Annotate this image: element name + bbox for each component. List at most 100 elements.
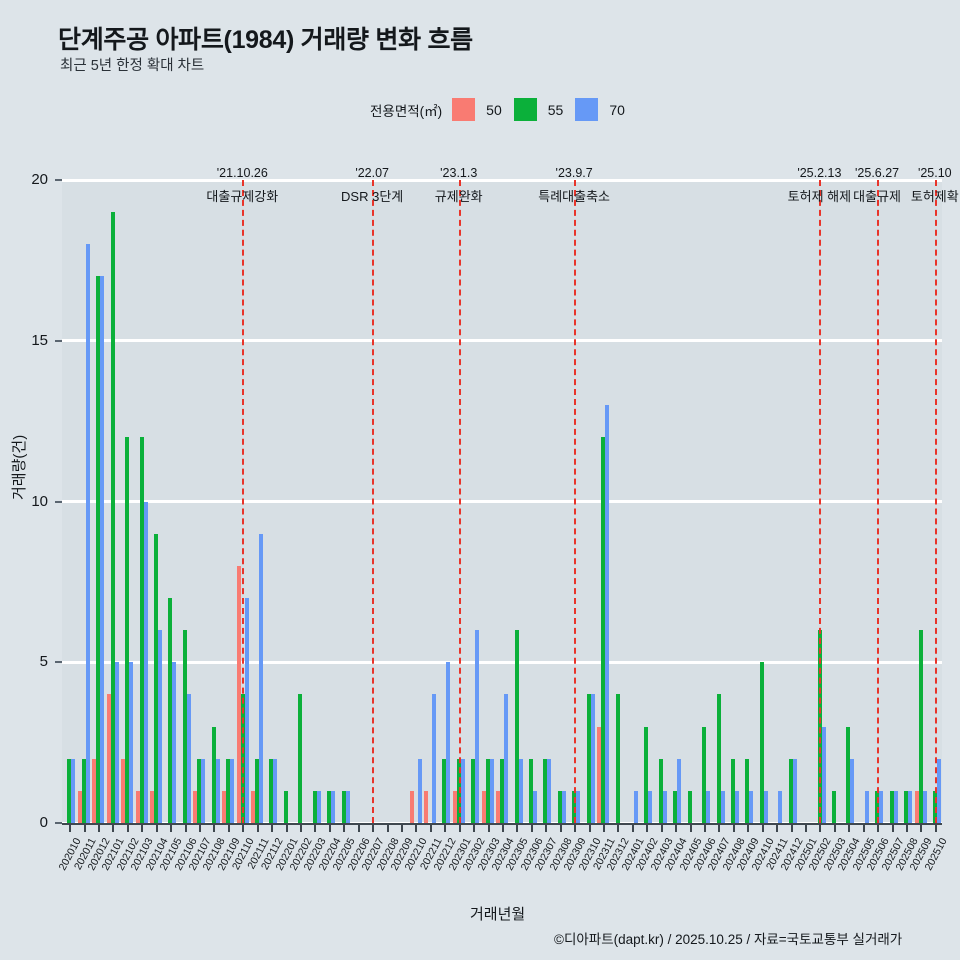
bar bbox=[110, 212, 115, 823]
legend-swatch-50 bbox=[452, 98, 476, 121]
x-tick-mark bbox=[545, 823, 548, 832]
legend-label-70: 70 bbox=[609, 101, 625, 118]
bar bbox=[893, 790, 898, 823]
event-name-label: 토허제 해제 bbox=[787, 189, 852, 204]
bar bbox=[81, 758, 86, 823]
bar bbox=[922, 790, 927, 823]
x-tick-mark bbox=[458, 823, 461, 832]
bar bbox=[489, 758, 494, 823]
x-tick-mark bbox=[905, 823, 908, 832]
x-tick-mark bbox=[776, 823, 779, 832]
bar bbox=[908, 790, 913, 823]
event-date-label: '23.1.3 bbox=[440, 166, 478, 180]
x-tick-mark bbox=[473, 823, 476, 832]
bar bbox=[673, 790, 678, 823]
x-tick-mark bbox=[357, 823, 360, 832]
y-tick-mark bbox=[55, 822, 62, 824]
x-tick-mark bbox=[429, 823, 432, 832]
event-date-label: '21.10.26 bbox=[216, 166, 268, 180]
gridline bbox=[62, 178, 942, 182]
bar bbox=[125, 437, 130, 823]
bar bbox=[331, 790, 336, 823]
bar bbox=[590, 694, 595, 823]
x-tick-mark bbox=[891, 823, 894, 832]
legend-label-55: 55 bbox=[547, 101, 564, 118]
bar bbox=[345, 790, 350, 823]
x-tick-mark bbox=[617, 823, 620, 832]
bar bbox=[846, 726, 851, 823]
bar bbox=[452, 790, 457, 823]
footer-credit: ©디아파트(dapt.kr) / 2025.10.25 / 자료=국토교통부 실… bbox=[554, 932, 903, 947]
legend-label-50: 50 bbox=[486, 101, 502, 118]
bar bbox=[634, 790, 639, 823]
bar bbox=[731, 758, 736, 823]
x-tick-mark bbox=[112, 823, 115, 832]
bar bbox=[121, 758, 126, 823]
x-tick-mark bbox=[300, 823, 303, 832]
bar bbox=[864, 790, 869, 823]
bar bbox=[106, 694, 111, 823]
x-tick-mark bbox=[415, 823, 418, 832]
bar bbox=[211, 726, 216, 823]
legend-swatch-70 bbox=[575, 98, 599, 121]
bar bbox=[312, 790, 317, 823]
y-tick-label: 20 bbox=[31, 171, 48, 188]
bar bbox=[702, 726, 707, 823]
bar bbox=[129, 662, 134, 823]
bar bbox=[547, 758, 552, 823]
x-tick-mark bbox=[213, 823, 216, 832]
x-tick-mark bbox=[862, 823, 865, 832]
event-marker-line bbox=[574, 180, 577, 823]
bar bbox=[615, 694, 620, 823]
bar bbox=[496, 790, 501, 823]
x-axis-label: 거래년월 bbox=[470, 906, 526, 923]
bar bbox=[215, 758, 220, 823]
event-name-label: 특례대출축소 bbox=[538, 189, 611, 204]
x-tick-mark bbox=[732, 823, 735, 832]
x-tick-mark bbox=[646, 823, 649, 832]
bar bbox=[236, 565, 241, 823]
x-tick-mark bbox=[819, 823, 822, 832]
bar bbox=[316, 790, 321, 823]
x-tick-mark bbox=[199, 823, 202, 832]
bar bbox=[172, 662, 177, 823]
gridline bbox=[62, 500, 942, 503]
gridline bbox=[62, 660, 942, 664]
gridline bbox=[62, 339, 942, 343]
bar bbox=[258, 533, 263, 823]
bar bbox=[677, 758, 682, 823]
bar bbox=[269, 758, 274, 823]
bar bbox=[716, 694, 721, 823]
bar bbox=[157, 630, 162, 823]
event-name-label: DSR 3단계 bbox=[341, 189, 404, 204]
x-tick-mark bbox=[343, 823, 346, 832]
x-tick-mark bbox=[833, 823, 836, 832]
bar bbox=[201, 758, 206, 823]
page-title: 단계주공 아파트(1984) 거래량 변화 흐름 bbox=[58, 26, 473, 54]
x-tick-mark bbox=[487, 823, 490, 832]
x-tick-mark bbox=[444, 823, 447, 832]
bar bbox=[153, 533, 158, 823]
bar bbox=[914, 790, 919, 823]
event-marker-line bbox=[819, 180, 822, 823]
bar bbox=[417, 758, 422, 823]
x-tick-mark bbox=[155, 823, 158, 832]
bar bbox=[71, 758, 76, 823]
bar bbox=[298, 694, 303, 823]
chart-legend: 전용면적(㎡) 50 55 70 bbox=[370, 98, 625, 121]
y-tick-mark bbox=[55, 179, 62, 181]
bar bbox=[889, 790, 894, 823]
x-tick-mark bbox=[516, 823, 519, 832]
bar bbox=[644, 726, 649, 823]
bar bbox=[341, 790, 346, 823]
bar bbox=[409, 790, 414, 823]
bar bbox=[850, 758, 855, 823]
x-tick-mark bbox=[920, 823, 923, 832]
bar bbox=[735, 790, 740, 823]
bar bbox=[135, 790, 140, 823]
x-tick-mark bbox=[790, 823, 793, 832]
bar bbox=[230, 758, 235, 823]
bar bbox=[446, 662, 451, 823]
event-marker-line bbox=[934, 180, 937, 823]
event-date-label: '25.2.13 bbox=[797, 166, 842, 180]
